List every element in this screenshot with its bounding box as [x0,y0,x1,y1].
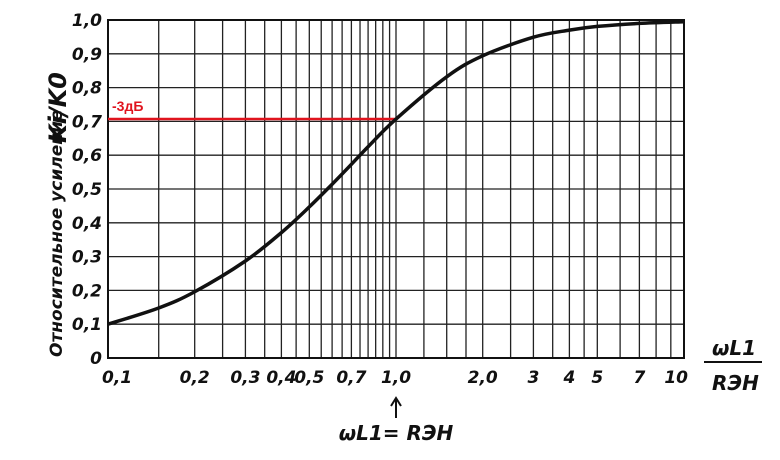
y-tick-label: 0,2 [72,281,102,301]
marker-label: ωL1= RЭН [339,421,454,445]
x-tick-label: 10 [664,368,688,388]
x-tick-label: 1,0 [381,368,411,388]
y-tick-label: 0,8 [72,79,102,99]
y-tick-label: 0,4 [72,214,102,234]
x-tick-label: 0,2 [180,368,210,388]
minus-3db-label: -3дБ [112,98,143,114]
grid [108,20,684,358]
y-tick-label: 0,9 [72,45,102,65]
x-tick-label: 4 [562,368,575,388]
y-tick-label: 0 [90,349,102,369]
y-tick-label: 1,0 [72,11,102,31]
y-tick-label: 0,1 [72,315,102,335]
arrow-head [390,396,402,407]
x-tick-label: 3 [527,368,539,388]
y-axis-label: Относительное усиление [47,110,67,357]
y-axis-title: Относительное усиление Ki/K0 [44,72,72,357]
y-tick-labels: 0 0,1 0,2 0,3 0,4 0,5 0,6 0,7 0,8 0,9 1,0 [72,11,102,369]
y-tick-label: 0,5 [72,180,102,200]
plot-frame [107,19,685,359]
x-tick-label: 0,5 [294,368,324,388]
y-tick-label: 0,7 [72,112,102,132]
gain-curve [107,19,685,326]
x-tick-label: 0,3 [230,368,260,388]
y-tick-label: 0,3 [72,248,102,268]
y-axis-symbol: Ki/K0 [44,72,72,143]
x-tick-label: 0,1 [102,368,132,388]
x-tick-label: 5 [591,368,603,388]
unity-marker: ωL1= RЭН [339,396,454,445]
x-tick-label: 2,0 [468,368,498,388]
x-tick-labels: 0,1 0,2 0,3 0,40,5 0,7 1,0 2,0 3 4 5 7 10 [102,368,688,388]
x-tick-label: 0,4 [266,368,296,388]
y-tick-label: 0,6 [72,146,102,166]
x-axis-numerator: ωL1 [712,336,756,360]
x-axis-denominator: RЭН [712,371,759,395]
x-tick-label: 7 [633,368,645,388]
x-tick-label: 0,7 [336,368,366,388]
